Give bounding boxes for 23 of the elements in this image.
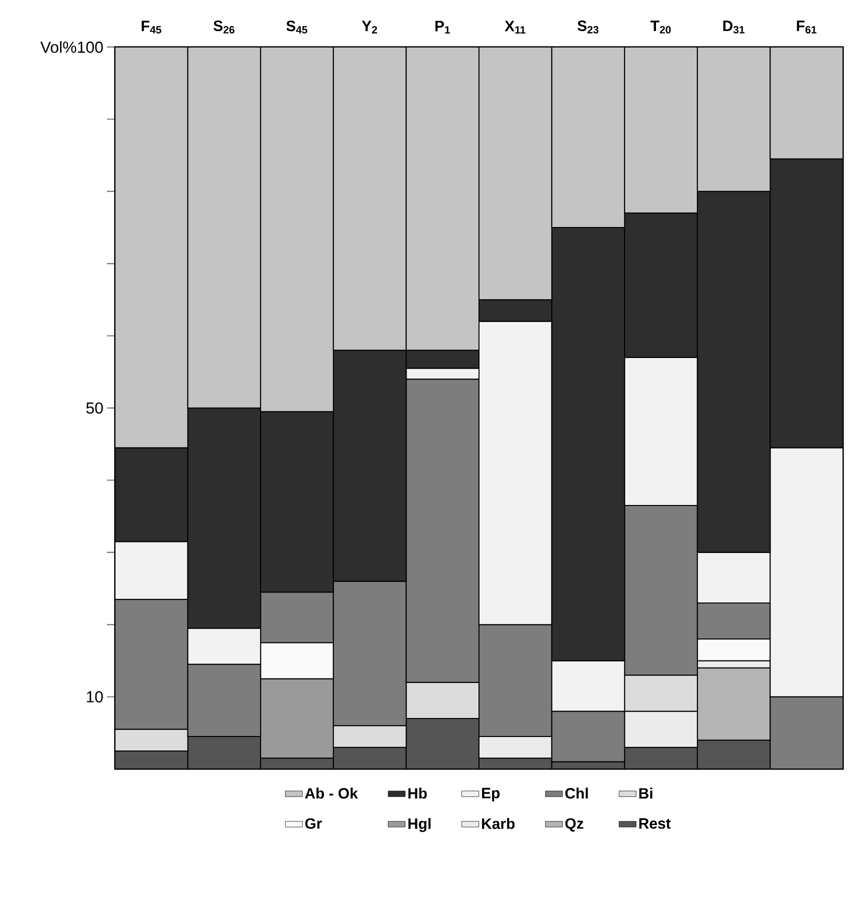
x-tick-label: P$_{1}$ — [435, 20, 450, 34]
legend-label: Chl — [565, 788, 588, 799]
y-tick-label: 50 — [86, 402, 103, 414]
legend-label: Bi — [639, 788, 652, 799]
x-tick-label: S$_{45}$ — [286, 20, 308, 34]
y-tick-label: 10 — [86, 691, 103, 702]
legend-label: Rest — [639, 818, 671, 829]
x-tick-label: F$_{61}$ — [796, 20, 816, 34]
legend-label: Hgl — [408, 818, 431, 832]
legend-label: Karb — [482, 818, 515, 830]
x-tick-label: Y$_{2}$ — [362, 20, 378, 34]
x-tick-label: S$_{23}$ — [578, 20, 598, 34]
legend-label: Ep — [482, 788, 500, 802]
legend-label: Ab - Ok — [304, 788, 358, 799]
x-tick-label: X$_{11}$ — [504, 20, 526, 34]
legend-label: Gr — [305, 818, 322, 829]
legend-label: Qz — [565, 818, 584, 832]
legend-label: Hb — [408, 788, 427, 799]
y-tick-label: Vol%100 — [40, 41, 103, 53]
x-tick-label: T$_{20}$ — [650, 20, 671, 34]
x-tick-label: S$_{26}$ — [214, 20, 234, 34]
x-tick-label: F$_{45}$ — [142, 20, 162, 34]
x-tick-label: D$_{31}$ — [723, 20, 744, 34]
